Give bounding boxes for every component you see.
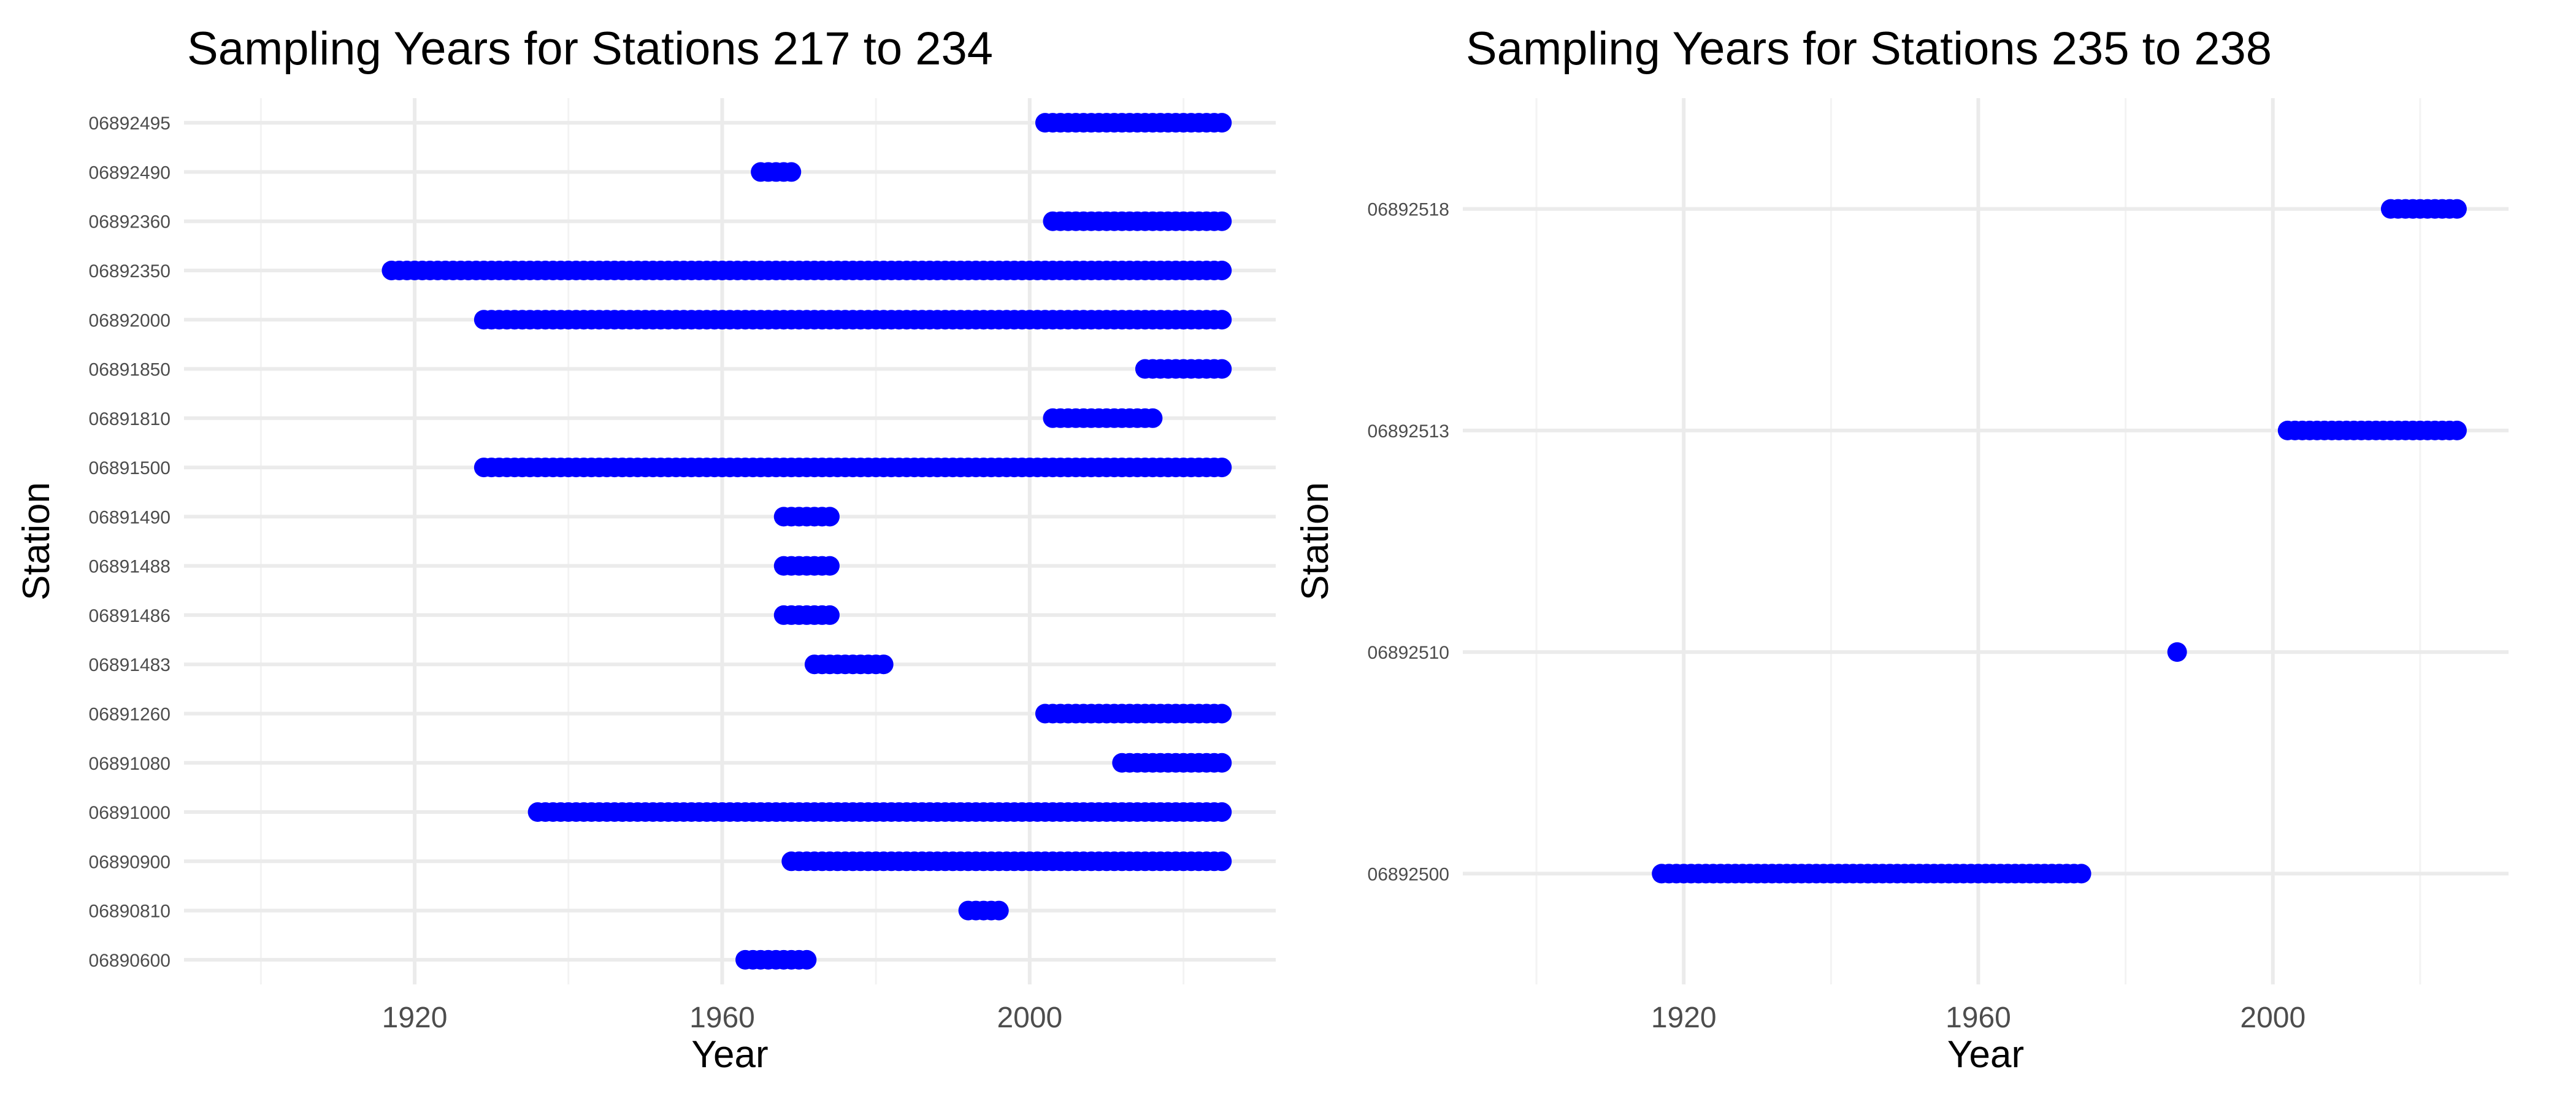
y-tick-label: 06892513 bbox=[1368, 421, 1449, 442]
y-tick-label: 06892510 bbox=[1368, 643, 1449, 663]
y-tick-label: 06891488 bbox=[89, 557, 171, 577]
data-point bbox=[989, 900, 1009, 921]
y-tick-label: 06892500 bbox=[1368, 864, 1449, 884]
y-tick-label: 06892495 bbox=[89, 113, 171, 134]
y-tick-label: 06891490 bbox=[89, 507, 171, 527]
data-point bbox=[1212, 753, 1232, 773]
data-point bbox=[2447, 420, 2467, 440]
series-station-06891488 bbox=[773, 556, 840, 576]
series-station-06890600 bbox=[735, 949, 817, 970]
data-point bbox=[873, 654, 894, 675]
data-point bbox=[781, 162, 802, 182]
y-tick-label: 06891500 bbox=[89, 458, 171, 478]
x-tick-label: 2000 bbox=[997, 1002, 1062, 1034]
series-station-06891483 bbox=[804, 654, 894, 675]
y-tick-label: 06891486 bbox=[89, 606, 171, 626]
series-station-06892513 bbox=[2277, 420, 2467, 440]
data-point bbox=[1212, 458, 1232, 478]
series-station-06892350 bbox=[381, 260, 1232, 280]
series-station-06892510 bbox=[2167, 642, 2187, 662]
series-station-06891486 bbox=[773, 605, 840, 625]
data-point bbox=[2167, 642, 2187, 662]
series-station-06891490 bbox=[773, 507, 840, 527]
series-station-06892495 bbox=[1035, 113, 1232, 133]
y-tick-label: 06890900 bbox=[89, 852, 171, 872]
series-station-06892490 bbox=[751, 162, 802, 182]
series-station-06892360 bbox=[1043, 211, 1232, 231]
series-station-06892000 bbox=[473, 310, 1232, 330]
y-tick-label: 06890810 bbox=[89, 902, 171, 922]
y-tick-label: 06892490 bbox=[89, 163, 171, 183]
y-tick-label: 06891810 bbox=[89, 409, 171, 429]
y-tick-label: 06891260 bbox=[89, 704, 171, 724]
data-point bbox=[1212, 211, 1232, 231]
data-point bbox=[1143, 408, 1163, 428]
data-point bbox=[1212, 359, 1232, 379]
chart-title: Sampling Years for Stations 217 to 234 bbox=[187, 23, 993, 75]
chart-title: Sampling Years for Stations 235 to 238 bbox=[1466, 23, 2272, 75]
data-point bbox=[1212, 310, 1232, 330]
y-tick-label: 06891483 bbox=[89, 655, 171, 675]
y-tick-label: 06892350 bbox=[89, 261, 171, 282]
y-tick-label: 06891850 bbox=[89, 360, 171, 380]
y-tick-label: 06890600 bbox=[89, 951, 171, 971]
x-tick-label: 1920 bbox=[1651, 1002, 1717, 1034]
data-point bbox=[1212, 802, 1232, 822]
x-axis-title: Year bbox=[691, 1033, 768, 1076]
series-station-06891810 bbox=[1043, 408, 1163, 428]
y-tick-label: 06892518 bbox=[1368, 200, 1449, 220]
x-tick-label: 1920 bbox=[382, 1002, 448, 1034]
series-station-06890900 bbox=[781, 851, 1232, 872]
y-axis-title: Station bbox=[15, 482, 58, 600]
series-station-06891080 bbox=[1112, 753, 1232, 773]
x-tick-label: 1960 bbox=[1945, 1002, 2011, 1034]
data-point bbox=[2447, 199, 2467, 219]
x-tick-label: 2000 bbox=[2240, 1002, 2306, 1034]
series-station-06892518 bbox=[2380, 199, 2467, 219]
y-axis-title: Station bbox=[1294, 482, 1336, 600]
data-point bbox=[1212, 703, 1232, 724]
series-station-06892500 bbox=[1652, 864, 2091, 884]
y-tick-label: 06891000 bbox=[89, 803, 171, 823]
data-point bbox=[1212, 260, 1232, 280]
data-point bbox=[819, 605, 840, 625]
chart-panel-left: Sampling Years for Stations 217 to 234 19… bbox=[15, 23, 1276, 1076]
x-axis-title: Year bbox=[1947, 1033, 2024, 1076]
series-station-06890810 bbox=[958, 900, 1009, 921]
data-point bbox=[819, 507, 840, 527]
y-tick-label: 06892360 bbox=[89, 212, 171, 232]
series-station-06891850 bbox=[1135, 359, 1232, 379]
data-point bbox=[1212, 851, 1232, 872]
data-point bbox=[797, 949, 817, 970]
y-tick-label: 06891080 bbox=[89, 754, 171, 774]
x-tick-label: 1960 bbox=[689, 1002, 755, 1034]
series-station-06891000 bbox=[527, 802, 1232, 822]
series-station-06891260 bbox=[1035, 703, 1232, 724]
data-point bbox=[2071, 864, 2091, 884]
series-station-06891500 bbox=[473, 458, 1232, 478]
data-point bbox=[1212, 113, 1232, 133]
data-point bbox=[819, 556, 840, 576]
chart-panel-right: Sampling Years for Stations 235 to 238 19… bbox=[1294, 23, 2509, 1076]
y-tick-label: 06892000 bbox=[89, 310, 171, 331]
